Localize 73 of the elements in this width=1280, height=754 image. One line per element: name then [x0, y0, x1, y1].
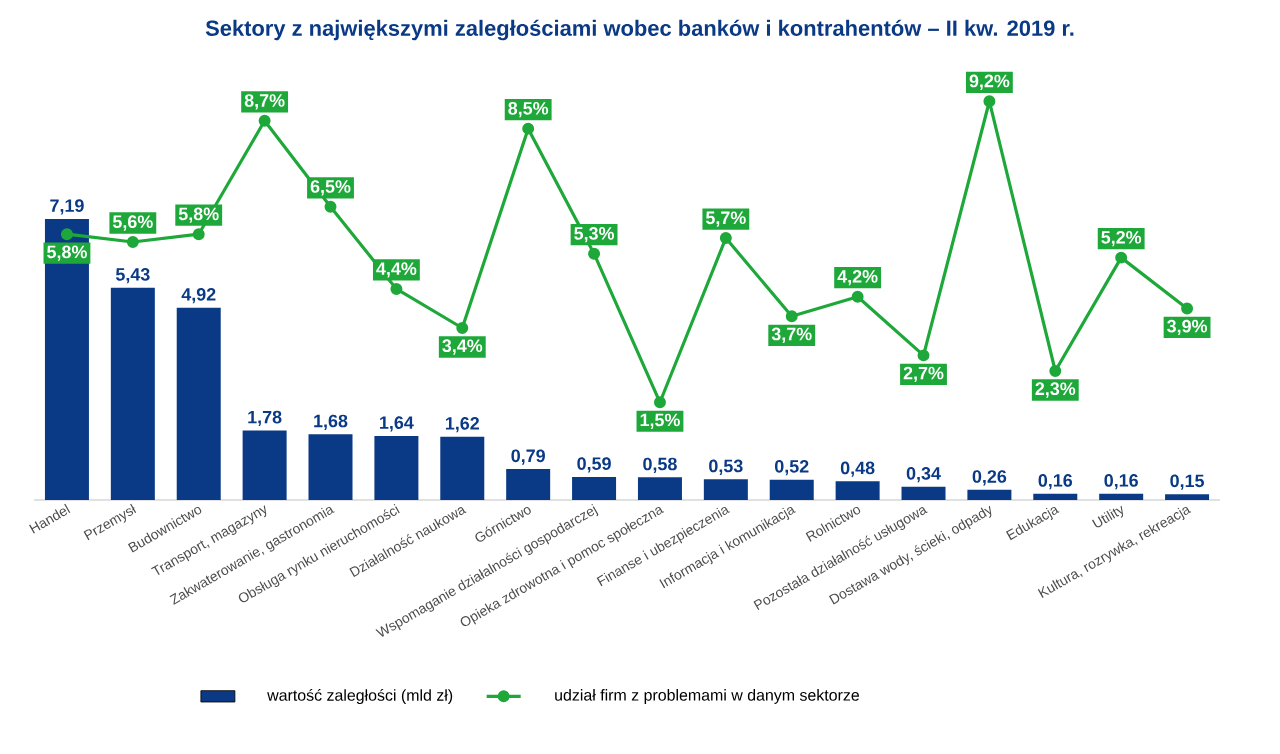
data-label: 5,6%: [112, 215, 153, 231]
data-label: 1,78: [248, 410, 282, 427]
point: [719, 232, 732, 245]
bar: [1099, 493, 1144, 500]
bar: [901, 486, 946, 500]
data-label: 2,3%: [1035, 382, 1076, 398]
data-label: 0,26: [972, 470, 1007, 486]
data-label: 3,4%: [442, 339, 483, 355]
point: [390, 282, 403, 295]
data-label: 0,16: [1038, 474, 1073, 490]
data-label: 2,7%: [903, 366, 944, 383]
point: [588, 247, 601, 260]
point: [456, 322, 469, 334]
bar: [637, 477, 682, 500]
data-label: 4,2%: [837, 270, 878, 286]
data-label: 6,5%: [310, 180, 351, 196]
point: [1049, 365, 1062, 377]
point: [785, 310, 798, 323]
point: [917, 349, 930, 362]
bar: [176, 307, 221, 500]
data-label: 7,19: [50, 199, 84, 215]
data-label: 4,4%: [376, 262, 417, 278]
data-label: 1,68: [314, 414, 348, 430]
point: [983, 95, 996, 108]
data-label: 3,7%: [771, 327, 812, 343]
data-label: 0,58: [643, 457, 677, 473]
data-label: 5,2%: [1101, 230, 1142, 247]
data-label: 5,43: [115, 268, 150, 284]
data-label: 0,59: [577, 457, 611, 473]
data-label: 0,34: [906, 467, 941, 483]
data-label: 5,7%: [705, 211, 746, 227]
point: [60, 228, 73, 241]
bar: [110, 287, 155, 500]
bar: [44, 218, 89, 500]
bar: [374, 435, 419, 500]
point: [653, 396, 666, 409]
bar: [440, 436, 485, 500]
point: [126, 236, 139, 248]
data-label: 8,5%: [508, 101, 549, 118]
data-label: 0,16: [1104, 474, 1138, 490]
bar: [506, 469, 551, 500]
data-label: 5,3%: [574, 227, 615, 243]
point: [1181, 302, 1194, 315]
bar: [242, 430, 287, 500]
bar: [769, 479, 814, 500]
bar: [1033, 493, 1078, 500]
data-label: 0,52: [775, 459, 809, 476]
data-label: 5,8%: [178, 207, 219, 223]
point: [258, 114, 271, 127]
data-label: 4,92: [181, 287, 216, 304]
point: [522, 122, 535, 135]
data-label: 1,62: [445, 416, 480, 433]
data-label: 0,79: [511, 449, 545, 465]
point: [851, 290, 864, 303]
bar: [703, 479, 748, 500]
bar: [308, 434, 353, 500]
data-label: 8,7%: [244, 94, 285, 110]
data-label: 1,64: [380, 416, 414, 432]
data-label: 5,8%: [47, 245, 87, 261]
point: [324, 200, 337, 213]
data-label: 1,5%: [640, 413, 680, 429]
bar: [572, 476, 617, 500]
bar: [835, 481, 880, 500]
bar: [967, 489, 1012, 500]
data-label: 0,48: [840, 461, 875, 477]
chart-title: Sektory z największymi zaległościami wobec banków i kontrahentów – II kw. 2019 r.: [205, 19, 1074, 41]
data-label: 0,15: [1170, 474, 1205, 490]
data-label: 0,53: [709, 459, 743, 475]
bar: [1165, 494, 1210, 500]
data-label: 3,9%: [1167, 319, 1208, 336]
point: [1115, 251, 1128, 264]
data-label: 9,2%: [969, 74, 1010, 90]
point: [192, 228, 205, 241]
